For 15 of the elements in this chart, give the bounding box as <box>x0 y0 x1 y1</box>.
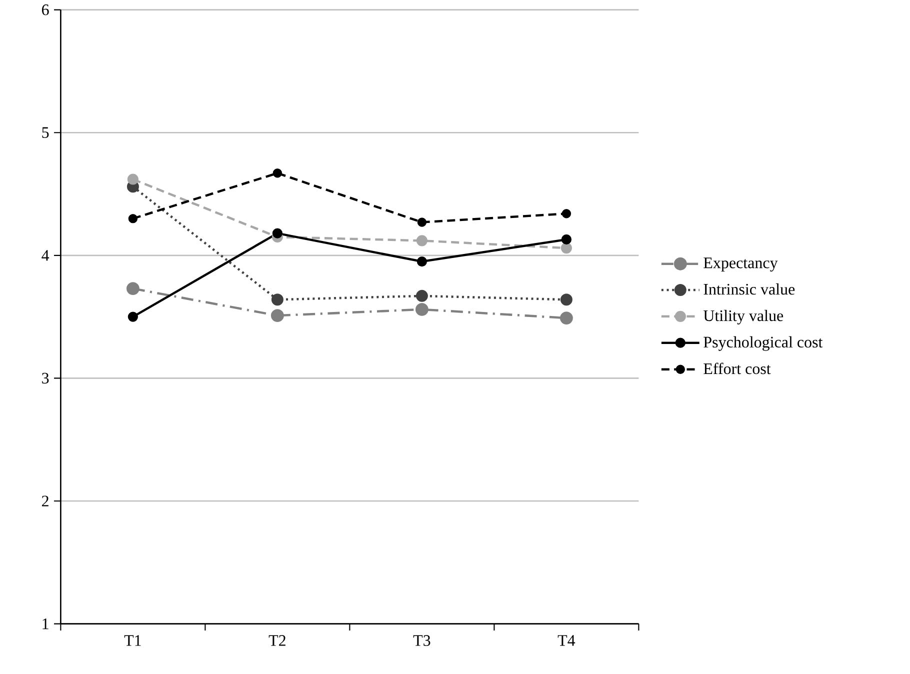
legend-label: Utility value <box>704 310 784 324</box>
y-tick-label: 1 <box>42 618 48 630</box>
x-tick-label: T4 <box>558 635 576 646</box>
y-tick-label: 2 <box>42 496 48 506</box>
y-tick-label: 4 <box>42 250 50 261</box>
x-tick-label: T3 <box>413 635 430 646</box>
legend-label: Psychological cost <box>704 336 823 351</box>
x-tick-label: T2 <box>268 635 286 646</box>
legend-label: Intrinsic value <box>704 283 795 295</box>
legend-label: Expectancy <box>704 258 778 272</box>
x-tick-label: T1 <box>124 635 141 646</box>
y-tick-label: 6 <box>42 4 49 16</box>
legend-label: Effort cost <box>704 362 771 374</box>
y-tick-label: 3 <box>42 372 49 384</box>
y-tick-label: 5 <box>42 127 49 138</box>
